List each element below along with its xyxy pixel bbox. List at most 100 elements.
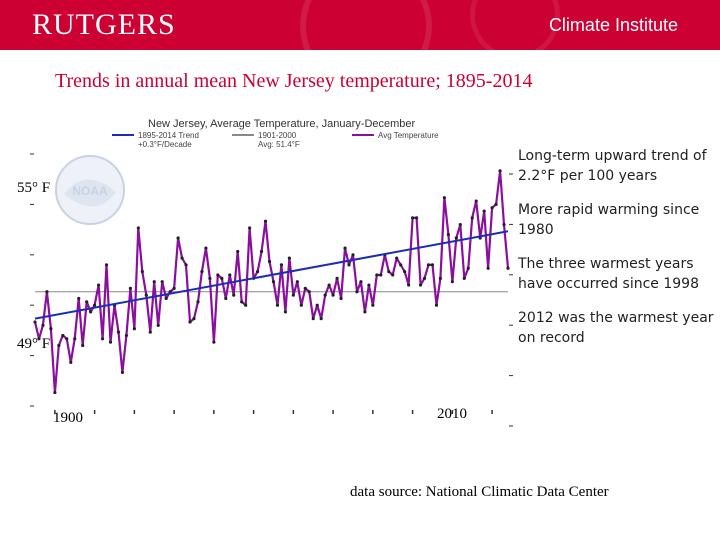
temperature-point [490,206,494,210]
temperature-point [37,337,41,341]
temperature-point [347,263,351,267]
temperature-point [502,222,506,227]
temperature-point [279,263,284,267]
temperature-point [160,280,164,284]
temperature-point [454,236,458,240]
seal-watermark [300,0,432,50]
temperature-point [331,293,335,297]
temperature-point [204,246,208,250]
temperature-point [399,263,403,267]
temperature-point [212,340,216,344]
legend-sub: Avg: 51.4°F [258,140,300,149]
temperature-point [255,270,260,274]
temperature-point [41,323,45,327]
temperature-point [244,303,248,307]
temperature-point [303,286,307,290]
bullet-item: The three warmest years have occurred si… [518,256,699,292]
temperature-point [200,270,204,274]
temperature-point [498,169,502,173]
temperature-point [434,303,439,307]
temperature-point [104,263,109,267]
temperature-point [228,273,232,277]
temperature-point [307,290,311,294]
bullet-item: More rapid warming since 1980 [518,202,700,238]
temperature-point [236,249,240,254]
temperature-point [156,323,160,327]
bullet-list: Long-term upward trend of 2.2°F per 100 … [518,146,718,362]
temperature-point [65,337,69,341]
chart-area: New Jersey, Average Temperature, January… [0,110,720,440]
temperature-point [53,390,57,395]
temperature-point [486,266,490,270]
temperature-point [371,303,375,307]
temperature-point [152,280,156,284]
temperature-point [240,300,244,304]
label-55f: 55° F [17,180,50,196]
temperature-point [259,249,264,254]
temperature-point [120,370,125,374]
temperature-point [81,343,85,348]
temperature-point [232,293,236,297]
temperature-point [327,283,331,287]
temperature-point [450,280,454,284]
temperature-point [73,337,77,341]
temperature-chart: New Jersey, Average Temperature, January… [17,118,513,427]
temperature-point [287,256,291,260]
temperature-point [184,263,188,267]
temperature-point [196,300,200,304]
temperature-point [267,259,272,264]
trend-line [34,230,509,320]
temperature-point [172,286,176,290]
temperature-point [216,273,220,277]
temperature-point [466,266,470,270]
temperature-point [375,273,379,277]
temperature-point [442,196,447,200]
rutgers-logo: RUTGERS [32,8,176,41]
temperature-point [458,222,462,227]
temperature-point [470,216,474,220]
temperature-point [351,253,355,257]
temperature-point [49,327,53,331]
temperature-point [319,317,323,321]
bullet-item: Long-term upward trend of 2.2°F per 100 … [518,148,707,184]
temperature-point [407,283,411,287]
temperature-point [85,300,89,304]
temperature-point [291,293,295,297]
temperature-point [136,226,140,230]
temperature-point [100,337,105,341]
temperature-point [482,209,486,213]
temperature-point [446,233,450,237]
institute-name: Climate Institute [548,15,678,35]
temperature-point [283,310,288,314]
temperature-point [462,276,466,280]
temperature-point [140,270,144,274]
legend-sub: +0.3°F/Decade [138,140,192,149]
temperature-point [411,216,415,220]
temperature-point [430,263,435,267]
legend-label: 1895-2014 Trend [138,131,199,140]
temperature-point [403,270,407,274]
temperature-point [116,330,121,334]
temperature-point [299,303,303,307]
temperature-point [379,273,383,277]
temperature-point [295,280,299,284]
temperature-point [387,270,391,274]
temperature-point [220,276,224,280]
legend-label: Avg Temperature [378,131,439,140]
temperature-point [208,276,212,280]
temperature-point [128,286,132,290]
temperature-point [395,256,399,260]
slide-title: Trends in annual mean New Jersey tempera… [55,70,533,92]
label-year-2010: 2010 [437,406,467,422]
temperature-point [363,310,367,314]
temperature-point [315,303,319,307]
temperature-point [61,333,65,338]
temperature-point [426,263,431,267]
temperature-point [77,296,81,301]
temperature-point [192,317,196,321]
temperature-point [164,296,168,301]
temperature-point [57,343,61,348]
chart-title: New Jersey, Average Temperature, January… [148,118,416,130]
temperature-point [418,283,423,287]
chart-legend: 1895-2014 Trend+0.3°F/Decade1901-2000Avg… [112,131,439,149]
